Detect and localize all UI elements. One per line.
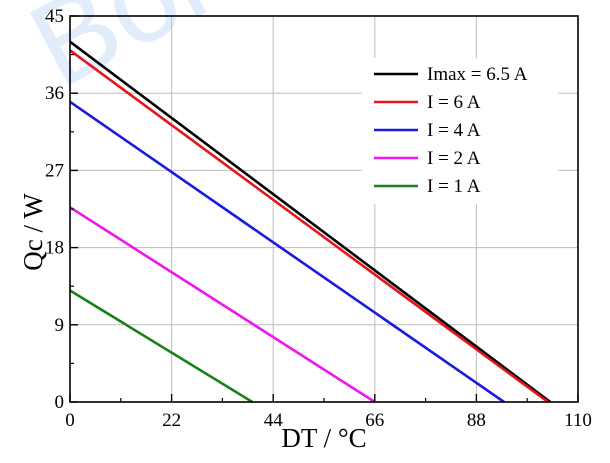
axis-ticks: [69, 15, 579, 403]
legend-label: I = 6 A: [427, 92, 481, 113]
y-tick-label: 45: [45, 6, 64, 27]
x-tick-label: 22: [162, 410, 181, 431]
x-tick-labels: 0 22 44 66 88 110: [65, 410, 592, 431]
series-line: [69, 100, 505, 404]
y-tick-label: 27: [45, 160, 64, 181]
x-tick-label: 110: [564, 410, 592, 431]
y-tick-label: 0: [55, 392, 65, 413]
y-tick-label: 9: [55, 315, 65, 336]
series-lines: [69, 40, 552, 404]
x-tick-label: 88: [467, 410, 486, 431]
legend-label: I = 2 A: [427, 148, 481, 169]
legend-label: Imax = 6.5 A: [427, 64, 528, 85]
legend: Imax = 6.5 A I = 6 A I = 4 A I = 2 A I = 1 A: [362, 58, 558, 204]
x-tick-label: 66: [365, 410, 384, 431]
y-axis-title: Qc / W: [18, 193, 48, 271]
legend-label: I = 1 A: [427, 176, 481, 197]
legend-label: I = 4 A: [427, 120, 481, 141]
x-tick-label: 0: [65, 410, 75, 431]
y-tick-labels: 0 9 18 27 36 45: [45, 6, 64, 413]
x-axis-title: DT / °C: [281, 423, 366, 453]
series-line: [69, 206, 376, 404]
y-tick-label: 18: [45, 238, 64, 259]
x-tick-label: 44: [264, 410, 284, 431]
series-line: [69, 289, 254, 404]
y-tick-label: 36: [45, 83, 64, 104]
series-line: [69, 49, 549, 404]
series-line: [69, 40, 552, 404]
watermark: Bonani: [9, 0, 402, 113]
